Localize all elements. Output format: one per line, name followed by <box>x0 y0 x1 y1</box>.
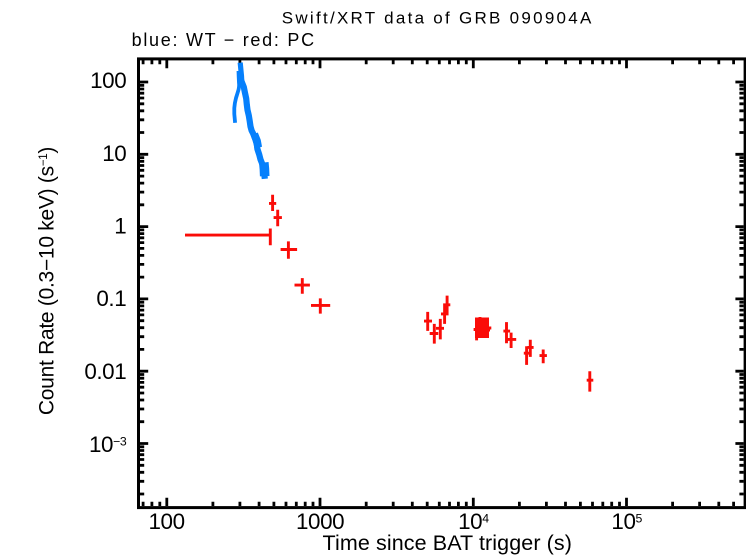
svg-text:1: 1 <box>114 214 126 239</box>
svg-text:Time since BAT trigger (s): Time since BAT trigger (s) <box>323 531 573 555</box>
svg-text:104: 104 <box>458 509 489 534</box>
svg-text:1000: 1000 <box>296 509 344 534</box>
svg-text:Swift/XRT data of GRB 090904A: Swift/XRT data of GRB 090904A <box>282 9 594 28</box>
svg-text:0.1: 0.1 <box>96 286 126 311</box>
svg-text:100: 100 <box>149 509 185 534</box>
svg-text:blue: WT − red: PC: blue: WT − red: PC <box>132 30 316 50</box>
svg-text:10: 10 <box>102 141 126 166</box>
svg-text:0.01: 0.01 <box>84 359 126 384</box>
svg-text:Count Rate (0.3−10 keV) (s−1): Count Rate (0.3−10 keV) (s−1) <box>36 147 59 415</box>
svg-text:100: 100 <box>90 68 126 93</box>
